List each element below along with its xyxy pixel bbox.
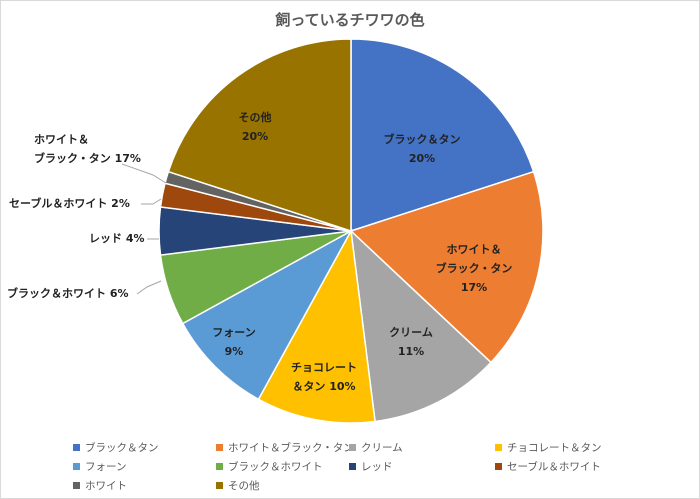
legend-item-8: ホワイト <box>73 479 127 493</box>
legend-label: ホワイト <box>85 480 127 492</box>
legend-item-1: ホワイト＆ブラック・タン <box>216 441 354 455</box>
leader-line-black-white <box>136 280 162 295</box>
legend-swatch <box>73 462 80 470</box>
data-label-white: ホワイト＆ブラック・タン 17% <box>34 133 141 165</box>
data-label-red: レッド 4% <box>89 232 145 245</box>
leader-line-sable-white <box>141 198 162 205</box>
leader-line-white <box>121 163 167 184</box>
data-label-black-tan: ブラック＆タン 20% <box>384 132 461 165</box>
data-label-sable-white: セーブル＆ホワイト 2% <box>9 196 130 210</box>
data-label-white-black-tan: ホワイト＆ブラック・タン 17% <box>436 243 513 294</box>
legend-swatch <box>349 462 356 470</box>
pie-slices <box>158 38 544 424</box>
legend-label: ブラック＆ホワイト <box>228 461 323 473</box>
legend-item-0: ブラック＆タン <box>73 441 159 455</box>
legend-item-4: フォーン <box>73 460 126 474</box>
pie-slice-2 <box>349 229 493 423</box>
legend-label: その他 <box>228 480 260 492</box>
pie-slice-0 <box>350 38 535 233</box>
data-label-black-white: ブラック＆ホワイト 6% <box>7 286 129 300</box>
legend-label: チョコレート＆タン <box>507 442 602 454</box>
legend-swatch <box>73 481 80 489</box>
data-label-choco-tan: チョコレート＆タン 10% <box>291 361 357 393</box>
pie-slice-3 <box>257 228 376 424</box>
legend-item-6: レッド <box>349 460 393 474</box>
legend-swatch <box>216 462 223 470</box>
legend-item-2: クリーム <box>349 441 403 455</box>
legend-label: クリーム <box>361 442 403 454</box>
leader-lines <box>121 163 167 295</box>
pie-slice-1 <box>349 170 544 364</box>
legend-swatch <box>73 443 80 451</box>
legend-swatch <box>495 462 502 470</box>
legend-item-7: セーブル＆ホワイト <box>495 460 601 474</box>
legend-swatch <box>495 443 502 451</box>
legend-swatch <box>216 443 223 451</box>
chart-title: 飼っているチワワの色 <box>275 11 425 29</box>
legend-label: ホワイト＆ブラック・タン <box>228 442 354 454</box>
legend-item-5: ブラック＆ホワイト <box>216 460 323 474</box>
legend-item-3: チョコレート＆タン <box>495 441 602 455</box>
legend-label: フォーン <box>85 461 127 473</box>
legend-label: セーブル＆ホワイト <box>507 461 601 473</box>
legend-label: レッド <box>361 461 393 473</box>
pie-slice-9 <box>167 38 352 233</box>
data-label-fawn: フォーン 9% <box>212 326 255 358</box>
data-label-other: その他 20% <box>239 110 272 143</box>
legend-swatch <box>349 443 356 451</box>
data-label-cream: クリーム 11% <box>389 326 433 358</box>
data-labels: ブラック＆タン 20% ホワイト＆ブラック・タン 17%クリーム 11% チョコレート＆タ… <box>7 110 512 393</box>
legend-swatch <box>216 481 223 489</box>
legend-label: ブラック＆タン <box>85 442 159 454</box>
pie-slice-4 <box>181 229 353 401</box>
legend-item-9: その他 <box>216 479 260 493</box>
